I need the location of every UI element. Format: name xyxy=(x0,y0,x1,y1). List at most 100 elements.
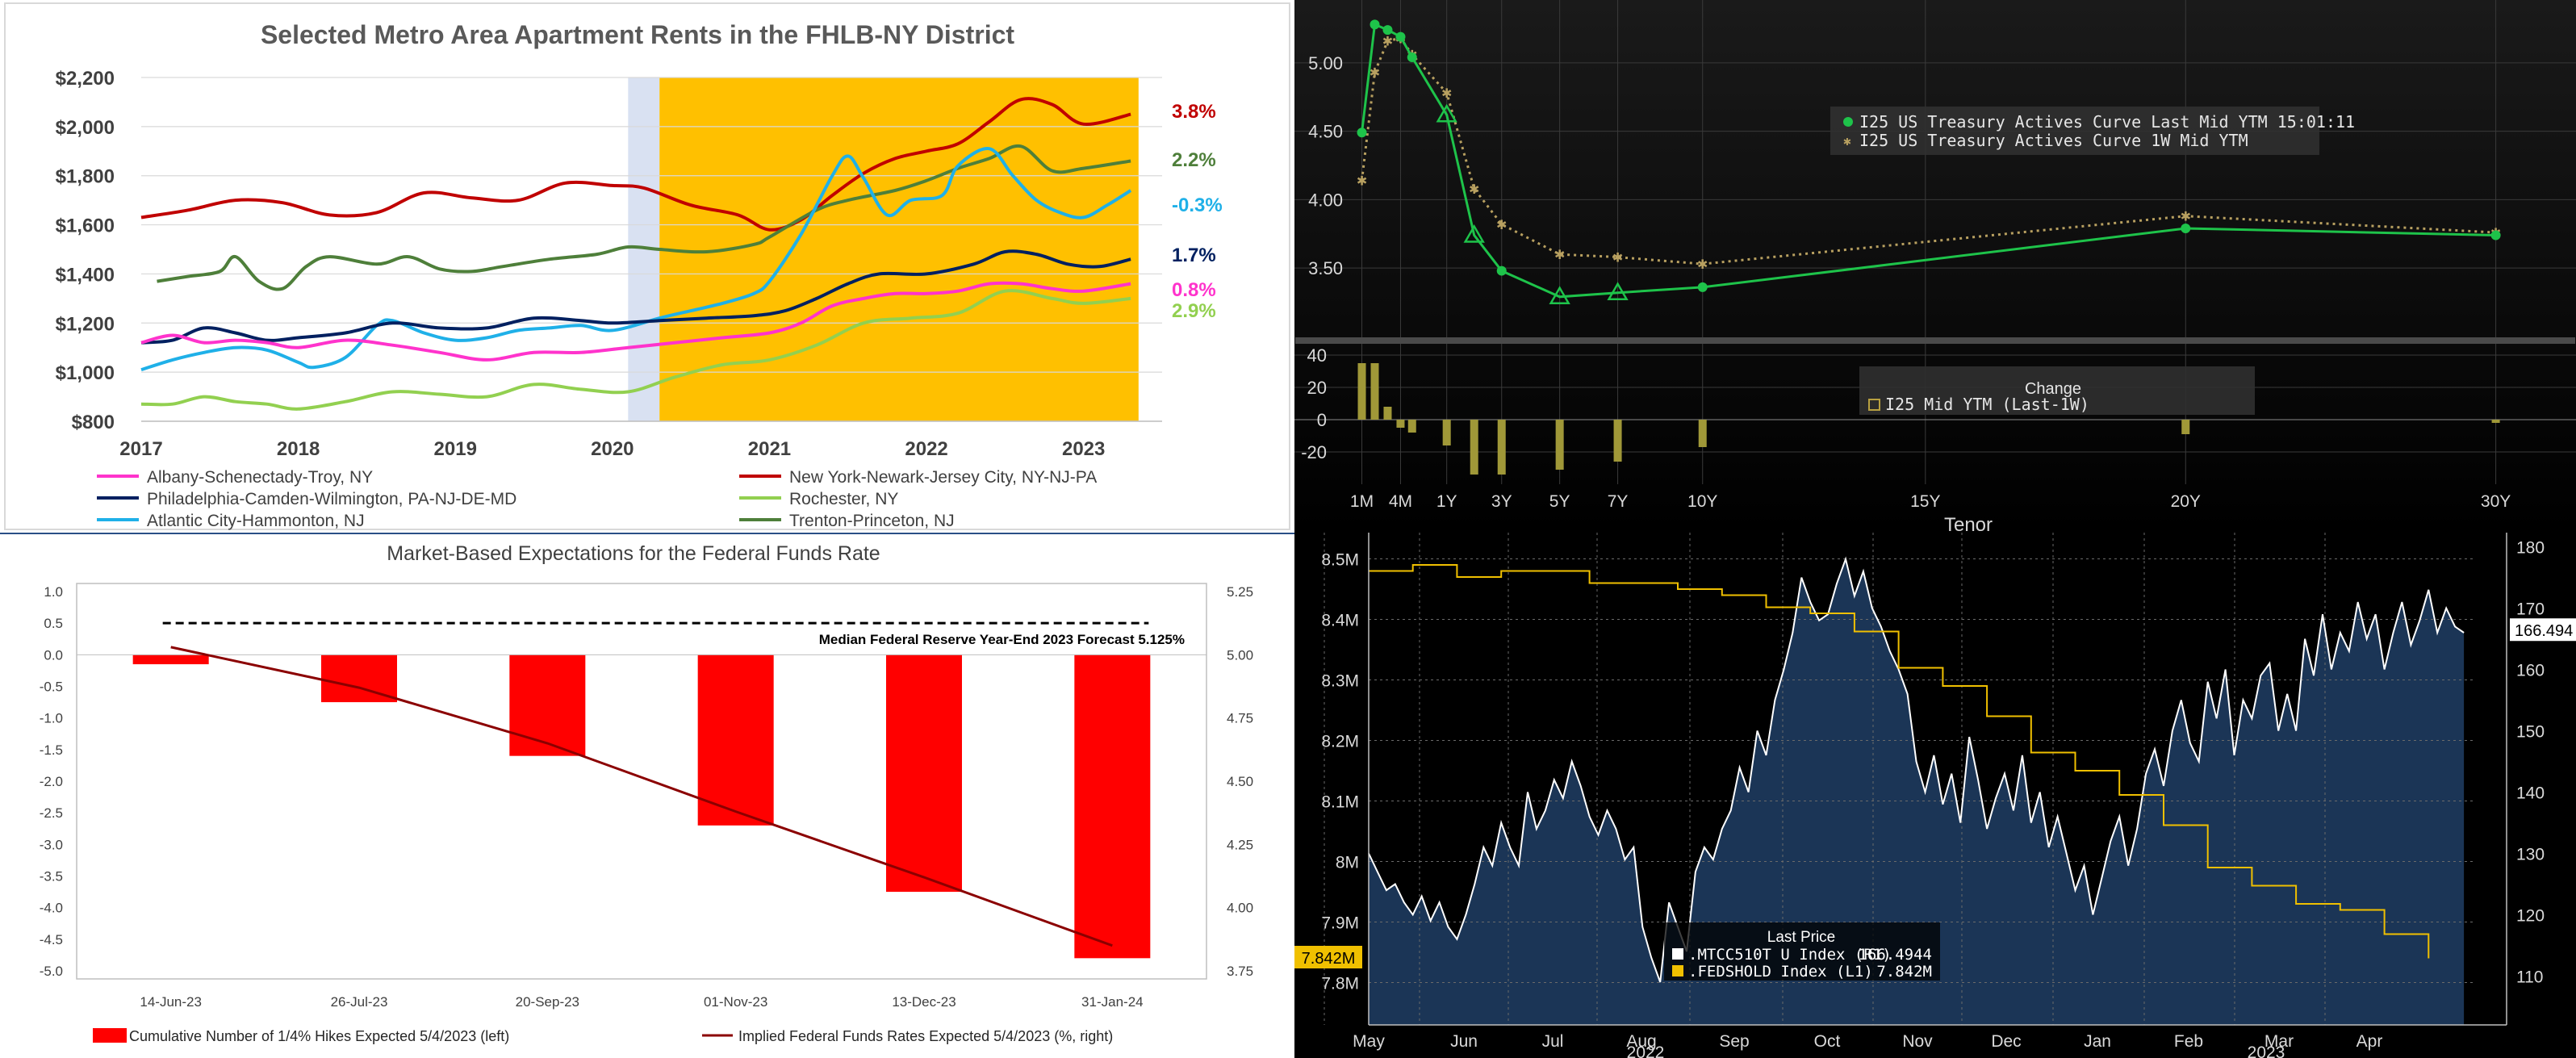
x-tick-label: 10Y xyxy=(1687,492,1717,511)
y-tick-label: 5.00 xyxy=(1308,53,1343,73)
change-label: -0.3% xyxy=(1172,194,1223,216)
fedshold-legend-box xyxy=(1664,922,1940,981)
fedshold-value-badge xyxy=(1294,946,1362,968)
curve-last-point xyxy=(1357,128,1367,138)
change-bar xyxy=(1442,420,1451,445)
legend-label: Atlantic City-Hammonton, NJ xyxy=(147,512,365,530)
change-bar xyxy=(1613,420,1622,462)
treasury-x-axis: 1M 4M 1Y 3Y 5Y 7Y 10Y 15Y 20Y 30Y xyxy=(1350,492,2511,511)
rents-legend: Albany-Schenectady-Troy, NY New York-Newa… xyxy=(97,468,1097,530)
x-tick-label: 1Y xyxy=(1436,492,1457,511)
fedshold-line xyxy=(1369,564,2430,959)
curve-last-triangle xyxy=(1607,282,1629,300)
curve-1w-point: ✱ xyxy=(1382,34,1393,49)
curve-1w-line xyxy=(1361,36,2496,266)
fed-funds-axes: -5.0 -4.5 -4.0 -3.5 -3.0 -2.5 -2.0 -1.5 -1.0 -0.5… xyxy=(40,584,1253,979)
mtcc-value-badge-text: 166.494 xyxy=(2515,622,2573,640)
right-y-tick-label: 170 xyxy=(2516,600,2545,619)
x-tick-label: 2017 xyxy=(119,438,162,460)
rents-chart-border xyxy=(4,2,1290,530)
left-y-tick-label: 1.0 xyxy=(44,584,63,600)
x-tick-label: Jun xyxy=(1450,1032,1478,1051)
treasury-legend: I25 US Treasury Actives Curve Last Mid Y… xyxy=(1830,107,2355,155)
x-tick-label: Sep xyxy=(1719,1032,1749,1051)
y-tick-label: $1,800 xyxy=(56,166,115,188)
left-y-tick-label: -1.0 xyxy=(40,711,63,726)
change-bar xyxy=(1698,420,1707,447)
left-y-tick-label: 7.8M xyxy=(1321,975,1359,993)
curve-last-point xyxy=(1697,282,1708,292)
left-y-tick-label: 8.4M xyxy=(1321,612,1359,630)
x-tick-label: 7Y xyxy=(1608,492,1629,511)
fed-funds-title: Market-Based Expectations for the Federa… xyxy=(387,542,880,565)
change-label: 2.9% xyxy=(1172,300,1216,322)
change-legend-box xyxy=(1859,366,2255,415)
x-tick-label: 2023 xyxy=(1062,438,1105,460)
x-tick-label: Jul xyxy=(1542,1032,1564,1051)
legend-hikes-swatch xyxy=(93,1028,127,1043)
y-tick-label: $1,600 xyxy=(56,215,115,237)
tenor-axis-label: Tenor xyxy=(1944,514,1993,533)
curve-last-point xyxy=(2181,224,2191,233)
fed-funds-legend: Cumulative Number of 1/4% Hikes Expected… xyxy=(93,1028,1113,1044)
curve-1w-point: ✱ xyxy=(1357,174,1367,189)
legend-mtcc-name: .MTCC510T U Index (R1) xyxy=(1688,946,1892,964)
curve-1w-point: ✱ xyxy=(1554,247,1565,262)
treasury-y-axis: 3.50 4.00 4.50 5.00 xyxy=(1308,53,1343,278)
x-tick-label: 3Y xyxy=(1491,492,1512,511)
right-y-tick-label: 5.25 xyxy=(1227,584,1253,600)
left-y-tick-label: -1.5 xyxy=(40,742,63,758)
change-label: 1.7% xyxy=(1172,245,1216,266)
left-y-tick-label: 8.2M xyxy=(1321,733,1359,751)
treasury-series: ✱✱✱✱✱✱✱✱✱✱✱✱✱ xyxy=(1357,19,2501,305)
treasury-curve-chart: 3.504.004.505.00 ✱✱✱✱✱✱✱✱✱✱✱✱✱ I25 US Tr… xyxy=(1294,0,2576,533)
series-line xyxy=(140,281,1131,362)
left-y-tick-label: 0.5 xyxy=(44,616,63,631)
curve-last-point xyxy=(2490,230,2501,240)
fed-forecast-label: Median Federal Reserve Year-End 2023 For… xyxy=(819,632,1185,647)
change-label: 3.8% xyxy=(1172,101,1216,123)
hike-bar xyxy=(1074,654,1151,959)
left-y-tick-label: 8.3M xyxy=(1321,672,1359,691)
legend-mtcc-last: 166.4944 xyxy=(1858,946,1932,964)
change-bar xyxy=(2181,420,2190,434)
right-y-tick-label: 5.00 xyxy=(1227,647,1253,663)
legend-1w-label: I25 US Treasury Actives Curve 1W Mid YTM xyxy=(1859,131,2248,150)
change-bar xyxy=(1370,363,1379,420)
right-y-tick-label: 4.25 xyxy=(1227,837,1253,852)
legend-label: Philadelphia-Camden-Wilmington, PA-NJ-DE… xyxy=(147,490,516,508)
sub-y-tick-label: 20 xyxy=(1307,378,1327,398)
right-y-tick-label: 150 xyxy=(2516,723,2545,742)
curve-last-point xyxy=(1395,31,1406,42)
curve-1w-point: ✱ xyxy=(2181,209,2191,224)
y-tick-label: $2,000 xyxy=(56,117,115,139)
fedshold-axes: 7.8M 7.9M 8M 8.1M 8.2M 8.3M 8.4M 8.5M 110 120 130 1… xyxy=(1294,533,2576,1025)
mtcc-area-fill xyxy=(1369,558,2465,1025)
series-line xyxy=(140,147,1132,372)
x-tick-label: 01-Nov-23 xyxy=(704,994,767,1010)
mtcc-line xyxy=(1368,556,2465,983)
y-tick-label: 4.50 xyxy=(1308,122,1343,142)
x-tick-label: May xyxy=(1353,1032,1385,1051)
panel-divider xyxy=(1295,337,2575,344)
fedshold-legend-title: Last Price xyxy=(1767,929,1835,946)
change-bar xyxy=(1470,420,1478,475)
change-legend-swatch xyxy=(1868,399,1880,411)
y-tick-label: 3.50 xyxy=(1308,258,1343,278)
right-y-tick-label: 4.50 xyxy=(1227,774,1253,789)
left-y-tick-label: -2.5 xyxy=(40,805,63,821)
legend-label: Trenton-Princeton, NJ xyxy=(789,512,955,530)
sub-y-tick-label: 0 xyxy=(1317,410,1327,430)
right-y-tick-label: 3.75 xyxy=(1227,964,1253,979)
fed-funds-x-axis: 14-Jun-23 26-Jul-23 20-Sep-23 01-Nov-23 13-D… xyxy=(140,994,1143,1010)
legend-label: New York-Newark-Jersey City, NY-NJ-PA xyxy=(789,468,1097,487)
curve-1w-point: ✱ xyxy=(1612,250,1623,266)
implied-rate-path xyxy=(170,646,1113,947)
left-y-tick-label: -5.0 xyxy=(40,964,63,979)
change-bar xyxy=(1555,420,1564,470)
curve-last-point xyxy=(1496,266,1507,276)
y-tick-label: $800 xyxy=(72,412,115,433)
left-y-tick-label: -4.0 xyxy=(40,901,63,916)
x-tick-label: 5Y xyxy=(1549,492,1570,511)
curve-1w-point: ✱ xyxy=(1496,217,1507,232)
